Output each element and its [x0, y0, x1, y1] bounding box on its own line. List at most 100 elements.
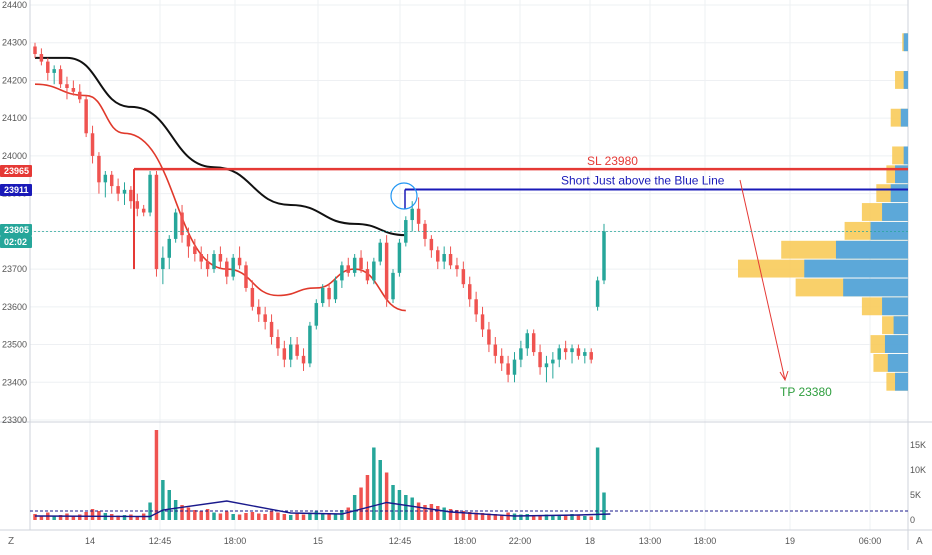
take-profit-arrow[interactable]	[739, 179, 786, 381]
volume-bar	[320, 514, 325, 520]
volume-bar	[372, 447, 376, 520]
candle-body	[589, 352, 593, 360]
candle	[436, 246, 440, 270]
candle-body	[308, 325, 312, 364]
time-tick-label: 06:00	[859, 536, 882, 546]
volume-profile-up	[900, 108, 908, 127]
candle-body	[474, 299, 478, 315]
timezone-button[interactable]: Z	[8, 536, 14, 547]
candle-body	[244, 265, 248, 288]
volume-bar	[90, 509, 95, 520]
candle	[205, 254, 210, 277]
volume-tick-label: 5K	[910, 490, 921, 500]
volume-bar	[308, 512, 312, 520]
volume-bar	[448, 509, 453, 520]
auto-scale-button[interactable]: A	[916, 536, 923, 547]
volume-bar	[461, 511, 466, 520]
candle-body	[512, 359, 517, 375]
candle-body	[455, 265, 459, 270]
candle-body	[583, 352, 587, 356]
price-tick-label: 23400	[2, 377, 27, 387]
candle	[455, 257, 459, 277]
candle-body	[429, 238, 434, 251]
take-profit-arrowhead	[779, 370, 789, 382]
candle	[602, 223, 606, 285]
candle-body	[250, 287, 255, 307]
volume-bar	[161, 480, 165, 520]
candle-body	[576, 348, 581, 356]
volume-bar	[263, 514, 267, 520]
candle	[237, 246, 242, 270]
candle-body	[468, 284, 472, 300]
volume-bar	[365, 475, 370, 520]
candle	[193, 238, 197, 262]
time-tick-label: 12:45	[389, 536, 412, 546]
volume-bar	[295, 513, 299, 520]
candle-body	[186, 235, 191, 247]
volume-bar	[58, 515, 63, 520]
volume-bar	[531, 515, 536, 520]
candle-body	[378, 242, 382, 262]
volume-bar	[352, 495, 357, 520]
candle	[506, 355, 510, 383]
candlestick-series[interactable]	[33, 42, 606, 383]
candle	[474, 291, 478, 322]
time-axis[interactable]: 14 12:45 18:00 15 12:45 18:00 22:00 18 13:00 18:0…	[85, 536, 881, 546]
volume-bar	[186, 507, 191, 520]
candle-body	[340, 265, 344, 281]
price-badge: 02:02	[0, 236, 32, 248]
volume-bar	[122, 515, 127, 520]
candle	[295, 337, 299, 360]
candle-body	[135, 201, 140, 209]
volume-bar	[167, 490, 171, 520]
candle-body	[141, 208, 146, 213]
candle-body	[71, 88, 76, 92]
candle	[365, 261, 370, 285]
volume-bar	[244, 513, 248, 520]
price-badge: 23911	[0, 184, 32, 196]
candle	[480, 306, 485, 337]
candle	[378, 238, 382, 266]
candle	[595, 276, 600, 311]
candle	[109, 171, 114, 194]
candle	[519, 340, 523, 368]
price-tick-label: 23300	[2, 415, 27, 425]
candle-body	[448, 254, 453, 266]
candle	[563, 340, 568, 360]
volume-bar	[576, 515, 581, 520]
volume-bar	[78, 514, 82, 520]
volume-axis[interactable]: 15K 10K 5K 0	[910, 440, 926, 525]
candle-body	[595, 280, 600, 307]
volume-bar	[257, 513, 261, 520]
candle-body	[397, 242, 402, 273]
volume-profile-up	[835, 240, 908, 259]
price-badge-label: 23805	[4, 225, 29, 235]
time-tick-label: 18:00	[694, 536, 717, 546]
candle	[148, 171, 152, 217]
candle	[487, 321, 491, 353]
volume-bar	[301, 514, 306, 520]
volume-bar	[276, 512, 280, 520]
candle-body	[282, 348, 287, 360]
candle-body	[154, 174, 159, 270]
volume-bar	[359, 487, 363, 520]
volume-profile-up	[890, 184, 908, 203]
volume-profile-row	[873, 353, 908, 372]
volume-bar	[205, 509, 210, 520]
candle	[384, 235, 389, 307]
candle-body	[52, 69, 56, 73]
price-badge: 23965	[0, 165, 32, 177]
candle	[135, 193, 140, 217]
candle-body	[129, 189, 133, 202]
candle-body	[212, 254, 216, 270]
candle	[71, 80, 76, 96]
volume-bar	[237, 514, 242, 520]
peak-highlight-circle[interactable]	[390, 182, 418, 210]
volume-profile-up	[804, 259, 908, 278]
candle-body	[199, 254, 203, 262]
volume-bar	[340, 510, 344, 520]
candle	[442, 246, 446, 270]
candle	[58, 65, 63, 88]
